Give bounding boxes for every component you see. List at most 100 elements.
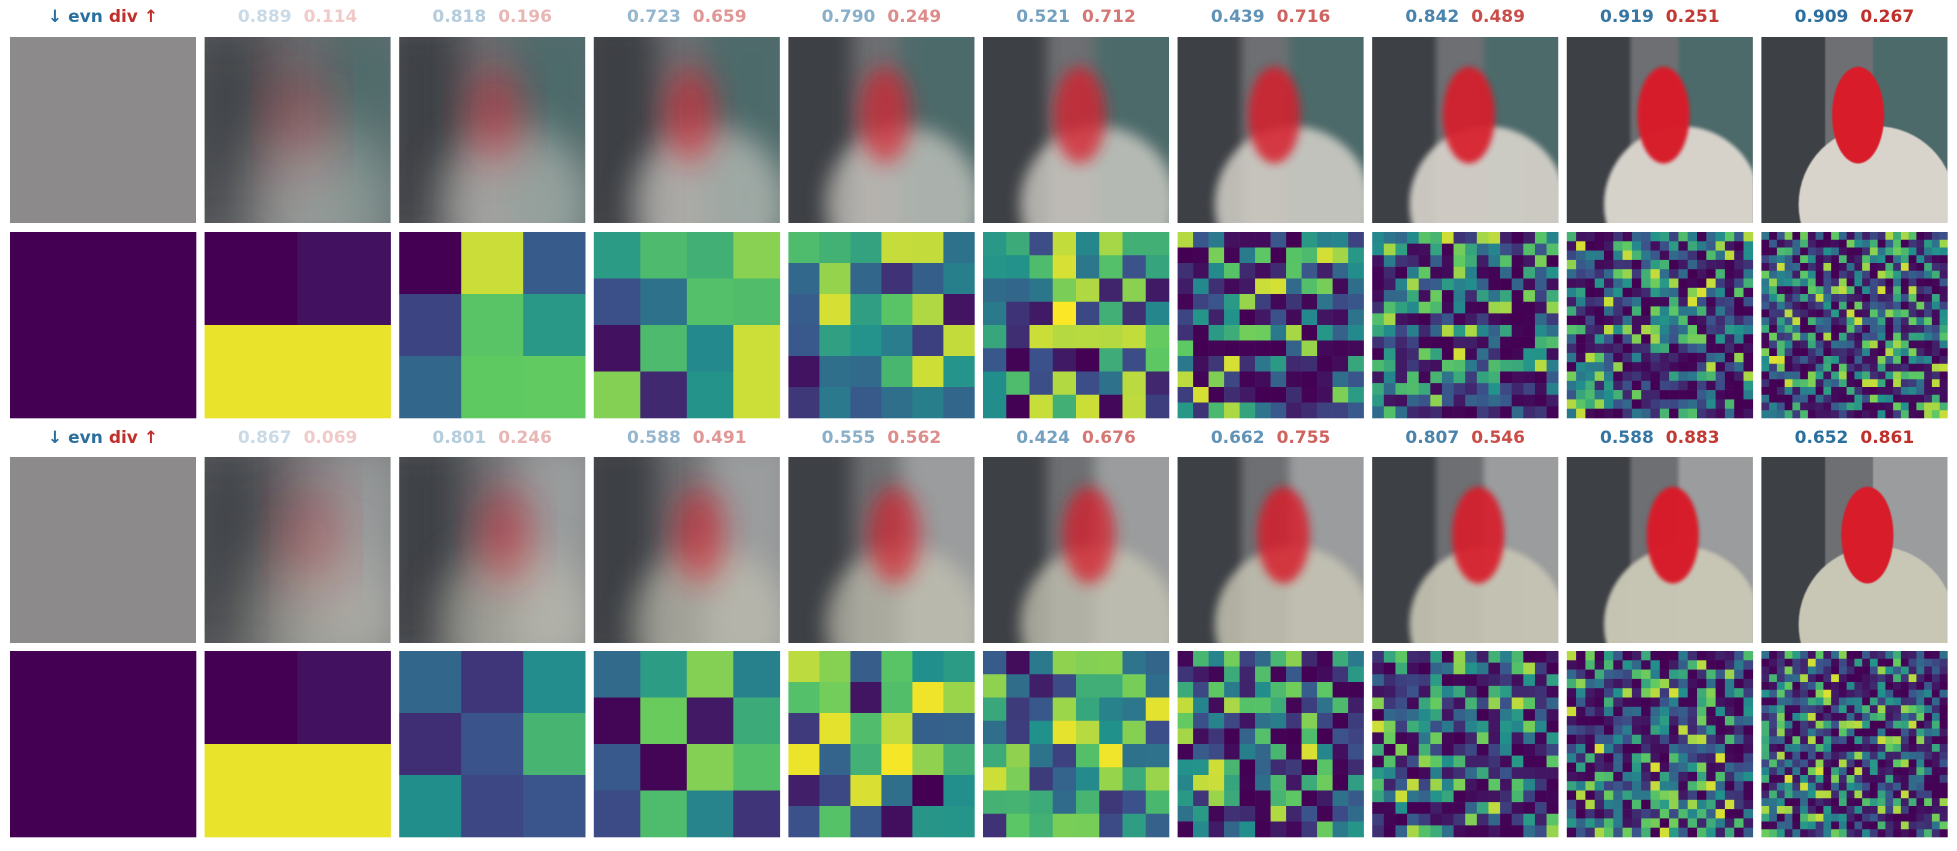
heatmap-cell xyxy=(1193,697,1209,714)
heatmap-cell xyxy=(1395,813,1408,826)
heatmap-cell xyxy=(1800,666,1809,675)
heatmap-cell xyxy=(1301,790,1318,807)
heatmap-cell xyxy=(1465,301,1478,314)
heatmap-cell xyxy=(1193,232,1209,248)
heatmap-cell xyxy=(1659,259,1670,270)
heatmap-cell xyxy=(1862,387,1871,396)
heatmap-cell xyxy=(1924,278,1933,287)
heatmap-cell xyxy=(912,806,944,838)
body xyxy=(825,546,975,643)
heatmap-cell xyxy=(1317,697,1333,714)
heatmap-cell xyxy=(1270,247,1287,264)
heatmap-cell xyxy=(1815,674,1824,683)
heatmap-cell xyxy=(943,744,975,776)
heatmap-cell xyxy=(1792,813,1801,822)
heatmap-cell xyxy=(1301,278,1318,295)
heatmap-cell xyxy=(1862,301,1871,310)
heatmap-cell xyxy=(1659,380,1670,391)
heatmap-cell xyxy=(1594,697,1605,708)
heatmap-cell xyxy=(1576,688,1586,698)
heatmap-cell xyxy=(1800,782,1809,791)
heatmap-cell xyxy=(10,651,197,838)
heatmap-cell xyxy=(1441,394,1454,407)
heatmap-cell xyxy=(1885,263,1894,272)
heatmap-cell xyxy=(1566,781,1577,791)
heatmap-cell xyxy=(1823,332,1832,341)
heatmap-cell xyxy=(1286,666,1302,683)
heatmap-cell xyxy=(1177,821,1194,838)
heatmap-cell xyxy=(1761,790,1770,799)
heatmap-cell xyxy=(1594,371,1605,382)
heatmap-cell xyxy=(1631,334,1642,344)
heatmap-cell xyxy=(1678,781,1688,791)
heatmap-cell xyxy=(1743,259,1754,270)
heatmap-cell xyxy=(1332,806,1349,822)
heatmap-cell xyxy=(1862,286,1871,295)
heatmap-cell xyxy=(1724,744,1735,754)
heatmap-cell xyxy=(1838,775,1847,784)
heatmap-cell xyxy=(943,294,975,326)
heatmap-cell xyxy=(1916,798,1925,807)
heatmap-cell xyxy=(1800,751,1809,760)
heatmap-cell xyxy=(1893,775,1902,784)
heatmap-cell xyxy=(1869,813,1878,822)
heatmap-cell xyxy=(1697,250,1707,261)
heatmap-cell xyxy=(1900,744,1909,753)
heatmap-cell xyxy=(1622,390,1633,400)
heatmap-cell xyxy=(1145,813,1170,838)
heatmap-cell xyxy=(1383,232,1396,244)
heatmap-cell xyxy=(1208,728,1225,745)
heatmap-cell xyxy=(1800,829,1809,838)
heatmap-cell xyxy=(1924,325,1933,334)
heatmap-cell xyxy=(1534,243,1547,256)
heatmap-cell xyxy=(1208,682,1225,698)
heatmap-cell xyxy=(1931,410,1940,419)
heatmap-cell xyxy=(1631,818,1642,828)
heatmap-cell xyxy=(1255,666,1271,683)
heatmap-cell xyxy=(1939,775,1948,784)
heatmap-cell xyxy=(1566,734,1577,745)
heatmap-cell xyxy=(1900,674,1909,683)
heatmap-cell xyxy=(1255,340,1271,357)
heatmap-cell xyxy=(1511,406,1524,419)
heatmap-cell xyxy=(1613,706,1623,717)
heatmap-cell xyxy=(1430,255,1443,268)
heatmap-cell xyxy=(1546,313,1559,326)
heatmap-cell xyxy=(1715,744,1726,754)
heatmap-cell xyxy=(1613,781,1623,791)
heatmap-cell xyxy=(1900,720,1909,729)
heatmap-cell xyxy=(1776,286,1785,295)
heatmap-cell xyxy=(1286,821,1302,838)
heatmap-cell xyxy=(1076,371,1100,396)
heatmap-cell xyxy=(1301,728,1318,745)
heatmap-cell xyxy=(1792,239,1801,248)
heatmap-cell xyxy=(1815,239,1824,248)
heatmap-cell xyxy=(1465,313,1478,326)
heatmap-cell xyxy=(1784,821,1793,830)
heatmap-cell xyxy=(1122,371,1147,396)
heatmap-cell xyxy=(1594,250,1605,261)
heatmap-cell xyxy=(1831,232,1840,241)
legend-div: div xyxy=(109,7,138,27)
heatmap-cell xyxy=(1838,697,1847,706)
heatmap-cell xyxy=(1650,315,1661,326)
heatmap-cell xyxy=(1706,669,1716,680)
heatmap-cell xyxy=(1706,678,1716,689)
heatmap-cell xyxy=(1823,821,1832,830)
heatmap-cell xyxy=(1784,255,1793,264)
heatmap-cell xyxy=(1208,309,1225,326)
heatmap-cell xyxy=(1776,356,1785,365)
heatmap-cell xyxy=(1854,278,1863,287)
heatmap-cell xyxy=(1488,790,1501,803)
heatmap-cell xyxy=(1255,232,1271,248)
heatmap-cell xyxy=(1931,751,1940,760)
heatmap-cell xyxy=(1734,269,1744,279)
heatmap-cell xyxy=(1476,732,1489,745)
heatmap-cell xyxy=(1761,340,1770,349)
heatmap-cell xyxy=(1715,809,1726,819)
heatmap-cell xyxy=(1761,348,1770,357)
heatmap-cell xyxy=(1807,697,1816,706)
heatmap-cell xyxy=(1029,255,1054,279)
heatmap-cell xyxy=(1697,325,1707,335)
heatmap-cell xyxy=(1317,790,1333,807)
